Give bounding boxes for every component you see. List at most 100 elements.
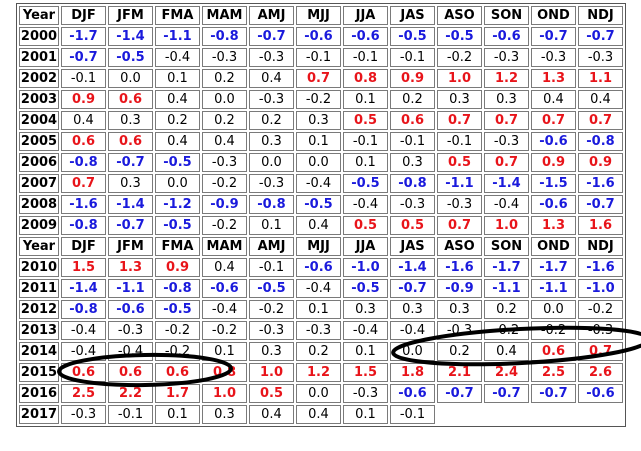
value-cell: -0.4 xyxy=(390,321,435,340)
table-row: 2013 -0.4 -0.3 -0.2 -0.2 -0.3 -0.3 -0.4 -0.4 -0.3… xyxy=(19,321,623,340)
value-cell: 1.2 xyxy=(484,69,529,88)
value-cell: -0.2 xyxy=(296,90,341,109)
value-cell: -0.3 xyxy=(484,132,529,151)
value-cell: 0.0 xyxy=(155,174,200,193)
value-cell: -0.8 xyxy=(202,27,247,46)
value-cell: 0.4 xyxy=(249,69,294,88)
value-cell: 0.3 xyxy=(249,342,294,361)
value-cell: 0.7 xyxy=(437,216,482,235)
header-season: FMA xyxy=(155,237,200,256)
value-cell: 0.1 xyxy=(343,90,388,109)
value-cell: 0.3 xyxy=(296,111,341,130)
value-cell: 1.0 xyxy=(484,216,529,235)
value-cell: -0.8 xyxy=(578,132,623,151)
header-season: NDJ xyxy=(578,237,623,256)
value-cell: 0.1 xyxy=(343,153,388,172)
value-cell: 0.4 xyxy=(61,111,106,130)
value-cell: -1.6 xyxy=(437,258,482,277)
value-cell: 0.2 xyxy=(155,111,200,130)
value-cell: -0.6 xyxy=(202,279,247,298)
value-cell: -0.1 xyxy=(390,132,435,151)
value-cell: 0.7 xyxy=(484,111,529,130)
value-cell: -0.7 xyxy=(578,27,623,46)
value-cell: 0.3 xyxy=(484,90,529,109)
value-cell: -1.7 xyxy=(484,258,529,277)
value-cell: -0.7 xyxy=(390,279,435,298)
value-cell: 2.5 xyxy=(61,384,106,403)
year-cell: 2007 xyxy=(19,174,59,193)
value-cell: -0.5 xyxy=(249,279,294,298)
value-cell: -0.1 xyxy=(296,48,341,67)
value-cell: 0.0 xyxy=(390,342,435,361)
table-row: 2009 -0.8 -0.7 -0.5 -0.2 0.1 0.4 0.5 0.5 0.7 1.0 1.… xyxy=(19,216,623,235)
header-season: NDJ xyxy=(578,6,623,25)
value-cell: 0.4 xyxy=(155,132,200,151)
header-season: JAS xyxy=(390,237,435,256)
value-cell: -0.6 xyxy=(296,258,341,277)
year-cell: 2016 xyxy=(19,384,59,403)
value-cell: -1.6 xyxy=(578,258,623,277)
value-cell: -0.3 xyxy=(249,174,294,193)
year-cell: 2008 xyxy=(19,195,59,214)
value-cell: 0.3 xyxy=(437,300,482,319)
value-cell: -0.6 xyxy=(108,300,153,319)
value-cell: 1.3 xyxy=(531,216,576,235)
value-cell: 0.9 xyxy=(531,153,576,172)
value-cell: 0.4 xyxy=(578,90,623,109)
header-season: JAS xyxy=(390,6,435,25)
year-cell: 2001 xyxy=(19,48,59,67)
table-row: 2008 -1.6 -1.4 -1.2 -0.9 -0.8 -0.5 -0.4 -0.3 -0.3… xyxy=(19,195,623,214)
value-cell: 0.7 xyxy=(437,111,482,130)
header-season: ASO xyxy=(437,237,482,256)
header-season: JFM xyxy=(108,237,153,256)
value-cell: 0.0 xyxy=(531,300,576,319)
value-cell: -0.1 xyxy=(390,405,435,424)
value-cell: -0.5 xyxy=(296,195,341,214)
value-cell: 0.6 xyxy=(108,132,153,151)
value-cell: 1.1 xyxy=(578,69,623,88)
year-cell: 2005 xyxy=(19,132,59,151)
value-cell: -1.1 xyxy=(531,279,576,298)
value-cell: 1.8 xyxy=(390,363,435,382)
value-cell: 0.4 xyxy=(202,132,247,151)
value-cell: -0.9 xyxy=(202,195,247,214)
value-cell: 0.2 xyxy=(437,342,482,361)
value-cell: 1.7 xyxy=(155,384,200,403)
value-cell: 0.7 xyxy=(61,174,106,193)
header-season: FMA xyxy=(155,6,200,25)
year-cell: 2014 xyxy=(19,342,59,361)
header-season: JFM xyxy=(108,6,153,25)
value-cell: 0.7 xyxy=(531,111,576,130)
header-season: MJJ xyxy=(296,6,341,25)
value-cell: -0.1 xyxy=(343,132,388,151)
year-cell: 2011 xyxy=(19,279,59,298)
header-season: DJF xyxy=(61,6,106,25)
value-cell: 1.5 xyxy=(343,363,388,382)
value-cell: -0.2 xyxy=(202,216,247,235)
value-cell: -0.8 xyxy=(61,153,106,172)
value-cell: -0.7 xyxy=(578,195,623,214)
value-cell: 0.1 xyxy=(343,342,388,361)
value-cell: 0.3 xyxy=(108,111,153,130)
value-cell: -0.5 xyxy=(155,216,200,235)
value-cell: -0.8 xyxy=(155,279,200,298)
value-cell: -0.5 xyxy=(108,48,153,67)
value-cell: -0.7 xyxy=(531,27,576,46)
value-cell: 0.3 xyxy=(437,90,482,109)
value-cell: 0.2 xyxy=(390,90,435,109)
value-cell: 0.4 xyxy=(531,90,576,109)
year-cell: 2004 xyxy=(19,111,59,130)
value-cell: 2.2 xyxy=(108,384,153,403)
value-cell: -0.2 xyxy=(484,321,529,340)
value-cell: -0.6 xyxy=(296,27,341,46)
value-cell: 0.3 xyxy=(108,174,153,193)
value-cell: 0.9 xyxy=(390,69,435,88)
table-row: 2017 -0.3 -0.1 0.1 0.3 0.4 0.4 0.1 -0.1 xyxy=(19,405,623,424)
value-cell: -0.1 xyxy=(108,405,153,424)
value-cell: -0.3 xyxy=(249,321,294,340)
table-row: 2003 0.9 0.6 0.4 0.0 -0.3 -0.2 0.1 0.2 0.3 0.3 0.4 0… xyxy=(19,90,623,109)
value-cell: 0.6 xyxy=(108,90,153,109)
value-cell: 0.1 xyxy=(249,216,294,235)
value-cell: -0.7 xyxy=(249,27,294,46)
table-row: 2005 0.6 0.6 0.4 0.4 0.3 0.1 -0.1 -0.1 -0.1 -0.3 -0… xyxy=(19,132,623,151)
